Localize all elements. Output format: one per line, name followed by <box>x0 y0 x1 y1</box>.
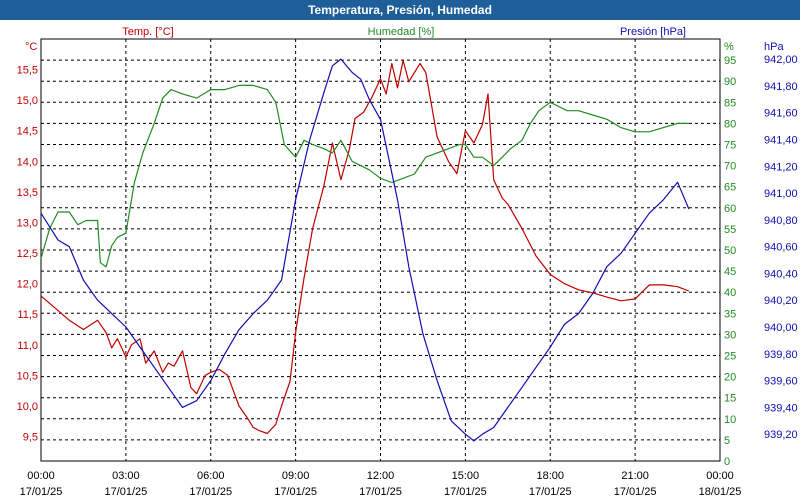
series-line-pres <box>40 58 690 442</box>
x-tick-date: 18/01/25 <box>699 486 742 498</box>
x-tick-time: 15:00 <box>452 470 480 482</box>
pres-tick-label: 940,60 <box>764 242 798 254</box>
hum-tick-label: 45 <box>724 266 736 278</box>
pres-tick-label: 940,80 <box>764 215 798 227</box>
temp-tick-label: 15,0 <box>17 95 38 107</box>
pres-tick-label: 940,00 <box>764 322 798 334</box>
x-tick-time: 00:00 <box>27 470 55 482</box>
hum-tick-label: 95 <box>724 55 736 67</box>
x-tick-date: 17/01/25 <box>359 486 402 498</box>
x-tick-time: 21:00 <box>621 470 649 482</box>
x-tick-time: 03:00 <box>112 470 140 482</box>
pres-unit: hPa <box>764 41 784 53</box>
pres-tick-label: 939,80 <box>764 349 798 361</box>
hum-tick-label: 10 <box>724 414 736 426</box>
x-tick-date: 17/01/25 <box>104 486 147 498</box>
hum-unit: % <box>724 41 734 53</box>
chart-title: Temperatura, Presión, Humedad <box>0 0 800 20</box>
x-tick-date: 17/01/25 <box>529 486 572 498</box>
hum-tick-label: 80 <box>724 118 736 130</box>
temp-tick-label: 14,0 <box>17 156 38 168</box>
series-layer <box>40 58 690 442</box>
temp-tick-label: 12,0 <box>17 279 38 291</box>
hum-tick-label: 90 <box>724 76 736 88</box>
hum-tick-label: 75 <box>724 140 736 152</box>
hum-tick-label: 65 <box>724 182 736 194</box>
hum-tick-label: 5 <box>724 435 730 447</box>
temp-tick-label: 9,5 <box>23 432 38 444</box>
pres-axis-label: Presión [hPa] <box>620 26 686 38</box>
pres-tick-label: 939,20 <box>764 429 798 441</box>
temp-tick-label: 14,5 <box>17 126 38 138</box>
series-line-hum <box>40 84 689 268</box>
hum-tick-label: 25 <box>724 351 736 363</box>
temp-tick-label: 10,0 <box>17 401 38 413</box>
hum-tick-label: 20 <box>724 372 736 384</box>
axis-labels: 00:00 17/01/25 03:00 17/01/25 06:00 17/01/25 0… <box>17 26 798 498</box>
pres-tick-label: 939,60 <box>764 376 798 388</box>
x-tick-time: 18:00 <box>536 470 564 482</box>
x-tick-date: 17/01/25 <box>20 486 63 498</box>
series-line-temp <box>40 59 690 435</box>
hum-tick-label: 15 <box>724 393 736 405</box>
temp-tick-label: 13,0 <box>17 217 38 229</box>
x-tick-time: 06:00 <box>197 470 225 482</box>
hum-tick-label: 60 <box>724 203 736 215</box>
pres-tick-label: 940,40 <box>764 268 798 280</box>
temp-tick-label: 12,5 <box>17 248 38 260</box>
hum-tick-label: 0 <box>724 456 730 468</box>
pres-tick-label: 942,00 <box>764 54 798 66</box>
hum-tick-label: 50 <box>724 245 736 257</box>
x-tick-date: 17/01/25 <box>444 486 487 498</box>
temp-axis-label: Temp. [°C] <box>122 26 173 38</box>
hum-tick-label: 30 <box>724 329 736 341</box>
x-tick-time: 12:00 <box>367 470 395 482</box>
temp-tick-label: 11,0 <box>17 340 38 352</box>
pres-tick-label: 941,00 <box>764 188 798 200</box>
hum-tick-label: 55 <box>724 224 736 236</box>
temp-tick-label: 11,5 <box>17 309 38 321</box>
grid <box>41 39 720 461</box>
hum-tick-label: 35 <box>724 308 736 320</box>
hum-axis-label: Humedad [%] <box>368 26 435 38</box>
temp-unit: °C <box>25 41 37 53</box>
temp-tick-label: 10,5 <box>17 370 38 382</box>
hum-tick-label: 40 <box>724 287 736 299</box>
x-tick-date: 17/01/25 <box>274 486 317 498</box>
pres-tick-label: 940,20 <box>764 295 798 307</box>
hum-tick-label: 85 <box>724 97 736 109</box>
x-tick-date: 17/01/25 <box>614 486 657 498</box>
pres-tick-label: 941,20 <box>764 161 798 173</box>
pres-tick-label: 939,40 <box>764 402 798 414</box>
x-tick-time: 00:00 <box>706 470 734 482</box>
temp-tick-label: 13,5 <box>17 187 38 199</box>
pres-tick-label: 941,80 <box>764 81 798 93</box>
x-tick-time: 09:00 <box>282 470 310 482</box>
pres-tick-label: 941,60 <box>764 108 798 120</box>
pres-tick-label: 941,40 <box>764 134 798 146</box>
temp-tick-label: 15,5 <box>17 65 38 77</box>
x-tick-date: 17/01/25 <box>189 486 232 498</box>
hum-tick-label: 70 <box>724 161 736 173</box>
